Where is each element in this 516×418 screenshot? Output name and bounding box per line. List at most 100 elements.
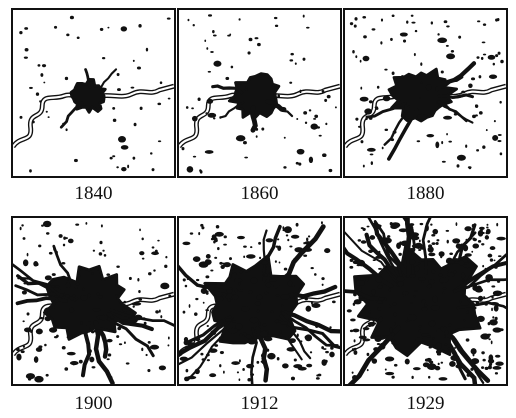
settlement-dot — [127, 164, 130, 169]
settlement-dot — [229, 33, 232, 36]
settlement-dot — [147, 368, 151, 373]
settlement-dot — [476, 56, 480, 59]
map-panel-1929 — [343, 216, 508, 386]
settlement-dot — [334, 106, 337, 109]
settlement-dot — [493, 305, 499, 312]
settlement-dot — [262, 323, 267, 327]
settlement-dot — [418, 262, 421, 265]
growth-tendril — [347, 325, 401, 384]
settlement-dot — [449, 361, 456, 367]
settlement-dot — [44, 343, 47, 347]
settlement-dot — [72, 98, 76, 103]
settlement-dot — [379, 342, 386, 350]
settlement-dot — [407, 314, 418, 321]
settlement-dot — [167, 97, 171, 100]
settlement-dot — [195, 297, 199, 301]
settlement-dot — [282, 363, 289, 369]
settlement-dot — [378, 250, 381, 254]
settlement-dot — [255, 135, 258, 138]
settlement-dot — [149, 152, 153, 155]
settlement-dot — [482, 358, 486, 362]
settlement-dot — [130, 86, 135, 89]
settlement-dot — [497, 255, 502, 258]
settlement-dot — [495, 361, 504, 366]
settlement-dot — [419, 246, 425, 250]
map-canvas-1912 — [179, 221, 340, 384]
settlement-dot — [480, 333, 490, 340]
settlement-dot — [354, 17, 358, 21]
settlement-dot — [447, 347, 451, 350]
settlement-dot — [191, 107, 194, 110]
settlement-dot — [398, 252, 402, 256]
settlement-dot — [26, 252, 29, 257]
settlement-dot — [47, 116, 50, 118]
settlement-dot — [247, 290, 253, 294]
settlement-dot — [362, 164, 365, 168]
settlement-dot — [256, 360, 260, 364]
growth-tendril — [84, 68, 92, 89]
settlement-dot — [371, 289, 376, 296]
settlement-dot — [227, 327, 238, 334]
settlement-dot — [419, 222, 424, 226]
settlement-dot — [265, 238, 274, 243]
settlement-dot — [389, 222, 393, 226]
settlement-dot — [484, 235, 490, 240]
settlement-dot — [450, 49, 455, 53]
settlement-dot — [432, 228, 439, 235]
settlement-dot — [392, 130, 397, 134]
settlement-dot — [24, 47, 29, 52]
settlement-dot — [99, 27, 104, 31]
settlement-dot — [391, 341, 400, 346]
settlement-dot — [356, 280, 366, 286]
settlement-dot — [409, 274, 417, 278]
settlement-dot — [359, 96, 369, 102]
settlement-dot — [214, 256, 218, 259]
settlement-dot — [303, 242, 306, 245]
settlement-dot — [186, 375, 197, 380]
growth-tendril — [109, 308, 174, 327]
settlement-dot — [453, 87, 456, 91]
settlement-dot — [283, 267, 288, 271]
settlement-dot — [326, 94, 331, 99]
settlement-dot — [289, 81, 293, 84]
settlement-dot — [242, 367, 245, 371]
settlement-dot — [200, 287, 208, 294]
settlement-dot — [43, 81, 46, 84]
settlement-dot — [440, 70, 444, 74]
settlement-dot — [139, 251, 145, 256]
settlement-dot — [35, 92, 40, 96]
settlement-dot — [249, 317, 259, 324]
settlement-dot — [40, 73, 44, 77]
settlement-dot — [198, 232, 201, 236]
settlement-dot — [355, 117, 359, 121]
settlement-dot — [452, 349, 455, 353]
settlement-dot — [478, 111, 483, 115]
settlement-dot — [484, 267, 487, 271]
settlement-dot — [390, 138, 395, 142]
settlement-dot — [482, 145, 486, 149]
settlement-dot — [234, 288, 239, 293]
settlement-dot — [283, 136, 286, 139]
settlement-dot — [349, 265, 354, 269]
settlement-dot — [145, 47, 149, 52]
growth-tendril — [373, 220, 404, 280]
growth-tendril — [436, 100, 468, 123]
settlement-dot — [207, 112, 217, 118]
settlement-dot — [325, 122, 328, 126]
settlement-dot — [107, 26, 110, 29]
settlement-dot — [321, 89, 325, 93]
settlement-dot — [465, 144, 468, 148]
settlement-dot — [443, 20, 448, 24]
settlement-dot — [428, 320, 436, 327]
settlement-dot — [137, 277, 140, 282]
settlement-dot — [194, 368, 200, 375]
settlement-dot — [468, 83, 473, 89]
growth-tendril — [179, 316, 234, 358]
settlement-dot — [274, 24, 279, 27]
settlement-dot — [29, 290, 32, 293]
year-label-1929: 1929 — [406, 393, 445, 414]
settlement-dot — [302, 14, 305, 18]
settlement-dot — [192, 24, 195, 27]
growth-tendril — [179, 264, 231, 294]
settlement-dot — [430, 305, 440, 311]
